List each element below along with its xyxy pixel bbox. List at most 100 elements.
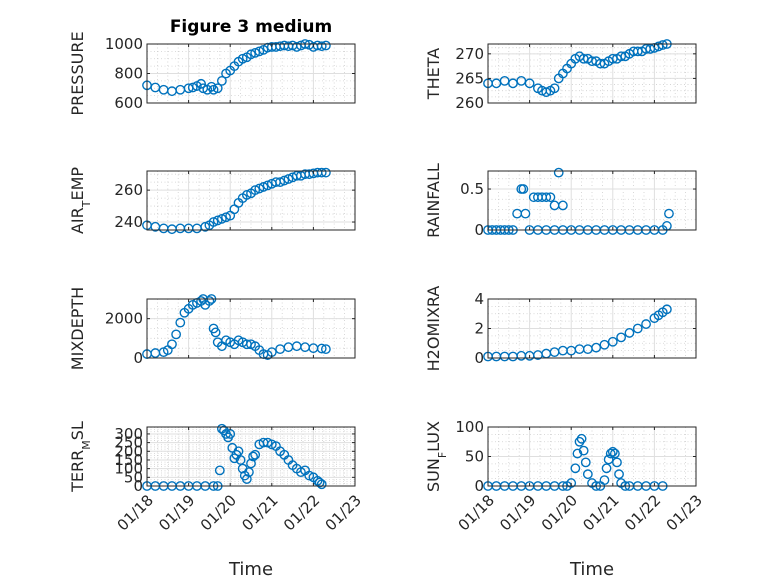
- y-tick-label: 0: [133, 477, 143, 495]
- x-axis-label: Time: [228, 559, 273, 580]
- y-axis-label: SUNFLUX: [424, 421, 449, 492]
- data-point: [206, 81, 217, 92]
- panel-air-temp: 240 260 AIRTEMP: [68, 167, 356, 235]
- data-point: [614, 469, 624, 480]
- data-point: [233, 446, 244, 457]
- data-point: [549, 83, 560, 94]
- y-tick-label: 0: [474, 477, 484, 495]
- panel-h2omixra: 0 2 4 H2OMIXRA: [424, 286, 697, 372]
- data-point: [599, 475, 610, 485]
- panel-rainfall: 0 0.5 RAINFALL: [424, 163, 697, 239]
- panel-mixdepth: 0 2000 MIXDEPTH: [68, 287, 356, 370]
- data-point: [241, 190, 252, 200]
- data-point: [200, 221, 211, 232]
- data-point: [541, 192, 552, 203]
- data-point: [250, 47, 261, 58]
- data-point: [524, 78, 535, 89]
- y-tick-label: 240: [114, 213, 143, 231]
- y-axis-label: H2OMIXRA: [424, 286, 443, 372]
- data-point: [254, 46, 265, 57]
- data-point: [599, 339, 610, 350]
- data-point: [246, 49, 256, 60]
- y-tick-label: 250: [114, 434, 143, 452]
- data-point: [171, 329, 182, 340]
- data-point: [291, 341, 302, 352]
- data-point: [212, 215, 223, 226]
- data-point: [578, 445, 589, 456]
- x-tick-label: 01/21: [579, 491, 622, 534]
- y-axis-label: TERRMSL: [68, 421, 93, 493]
- data-point: [300, 342, 310, 353]
- data-point: [150, 348, 161, 358]
- axes-box: [487, 43, 697, 104]
- axes-box: [146, 298, 356, 359]
- data-point: [175, 84, 186, 95]
- data-point: [208, 217, 219, 227]
- data-point: [612, 457, 622, 468]
- y-tick-label: 0.5: [460, 180, 484, 198]
- data-point: [491, 78, 502, 89]
- data-point: [216, 213, 227, 224]
- y-tick-label: 270: [455, 45, 484, 63]
- y-tick-label: 150: [114, 451, 143, 469]
- data-point: [187, 82, 198, 93]
- y-tick-label: 100: [455, 418, 484, 436]
- data-point: [258, 182, 269, 192]
- data-point: [641, 319, 651, 329]
- data-point: [491, 351, 502, 362]
- x-tick-label: 01/20: [538, 491, 581, 534]
- x-axis-label: Time: [569, 559, 614, 580]
- y-axis-label: PRESSURE: [68, 31, 87, 115]
- data-point: [508, 78, 518, 89]
- x-tick-label: 01/19: [155, 491, 198, 534]
- y-tick-label: 100: [114, 460, 143, 478]
- y-tick-label: 200: [114, 442, 143, 460]
- data-point: [541, 348, 552, 359]
- data-point: [657, 40, 668, 50]
- data-point: [661, 304, 672, 315]
- y-tick-label: 4: [474, 290, 484, 308]
- y-tick-label: 300: [114, 425, 143, 443]
- data-point: [275, 344, 286, 355]
- data-point: [320, 40, 331, 51]
- data-point: [572, 448, 583, 459]
- chart-title: Figure 3 medium: [170, 17, 332, 37]
- data-point: [158, 223, 169, 234]
- data-point: [208, 84, 219, 95]
- data-point: [175, 223, 186, 234]
- data-point: [574, 436, 585, 447]
- x-tick-label: 01/22: [280, 491, 323, 534]
- panel-terr-msl: 05010015020025030001/1801/1901/2001/2101…: [68, 421, 365, 580]
- data-point: [167, 224, 177, 235]
- data-point: [210, 327, 221, 338]
- data-point: [283, 174, 294, 184]
- y-tick-label: 0: [133, 349, 143, 367]
- data-point: [574, 344, 585, 355]
- data-point: [254, 183, 265, 194]
- data-point: [557, 200, 568, 211]
- data-point: [158, 84, 169, 95]
- data-point: [607, 446, 618, 457]
- y-tick-label: 50: [465, 448, 484, 466]
- data-point: [508, 351, 518, 362]
- data-point: [316, 343, 327, 354]
- x-tick-label: 01/20: [197, 491, 240, 534]
- y-tick-label: 800: [114, 65, 143, 83]
- panel-theta: 260 265 270 THETA: [424, 39, 697, 112]
- data-point: [541, 87, 552, 98]
- data-point: [248, 451, 258, 462]
- data-point: [320, 167, 331, 178]
- y-axis-label: MIXDEPTH: [68, 287, 87, 370]
- data-point: [316, 167, 327, 178]
- data-point: [291, 42, 302, 52]
- y-tick-label: 265: [455, 69, 484, 87]
- y-axis-label: AIRTEMP: [68, 167, 93, 234]
- data-point: [316, 479, 327, 490]
- data-point: [196, 78, 206, 89]
- x-tick-label: 01/23: [663, 491, 706, 534]
- data-point: [499, 351, 510, 362]
- data-point: [212, 83, 223, 94]
- data-point: [624, 328, 635, 338]
- data-point: [545, 192, 556, 203]
